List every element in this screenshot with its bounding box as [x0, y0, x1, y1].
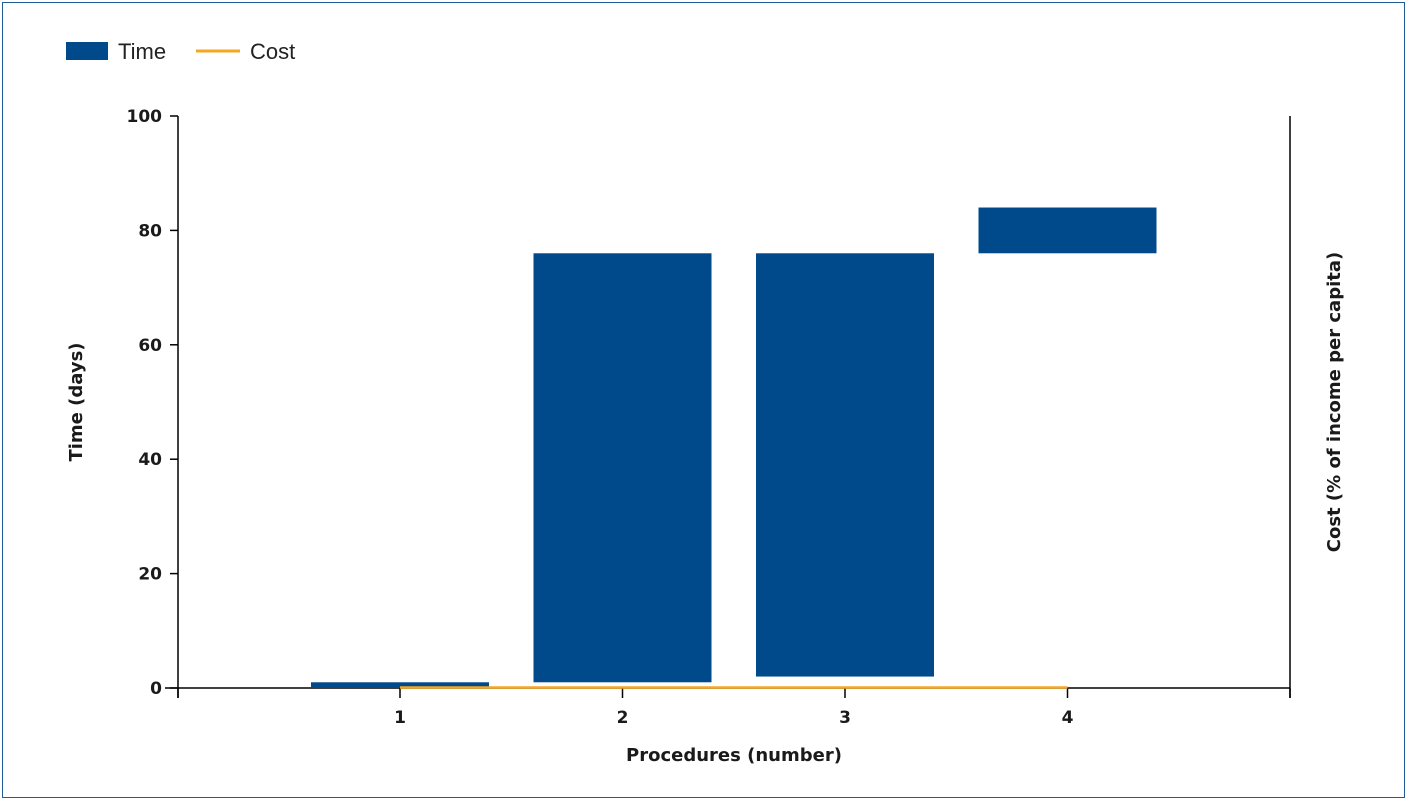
time-bar-2 [533, 253, 712, 683]
x-tick-label: 2 [617, 708, 629, 728]
y-tick-label: 100 [127, 107, 163, 127]
time-bars [311, 207, 1157, 688]
y-tick-label: 40 [138, 450, 162, 470]
y-tick-label: 0 [150, 679, 162, 699]
x-tick-label: 3 [839, 708, 851, 728]
time-bar-4 [978, 207, 1157, 254]
legend: Time Cost [66, 39, 295, 64]
x-axis-title: Procedures (number) [626, 745, 842, 766]
time-bar-1 [311, 682, 489, 688]
y-tick-label: 20 [138, 565, 162, 585]
x-tick-label: 1 [394, 708, 406, 728]
y-axis-title: Time (days) [66, 342, 87, 461]
y-tick-label: 60 [138, 336, 162, 356]
time-bar-3 [756, 253, 934, 677]
y2-axis-title: Cost (% of income per capita) [1324, 252, 1345, 553]
x-ticks: 1 2 3 4 [177, 688, 1291, 728]
x-tick-label: 4 [1062, 708, 1074, 728]
legend-cost-label: Cost [250, 39, 295, 64]
legend-time-label: Time [118, 39, 166, 64]
y-tick-label: 80 [138, 221, 162, 241]
legend-time-swatch [66, 42, 108, 60]
y-ticks: 0 20 40 60 80 100 [127, 107, 178, 699]
